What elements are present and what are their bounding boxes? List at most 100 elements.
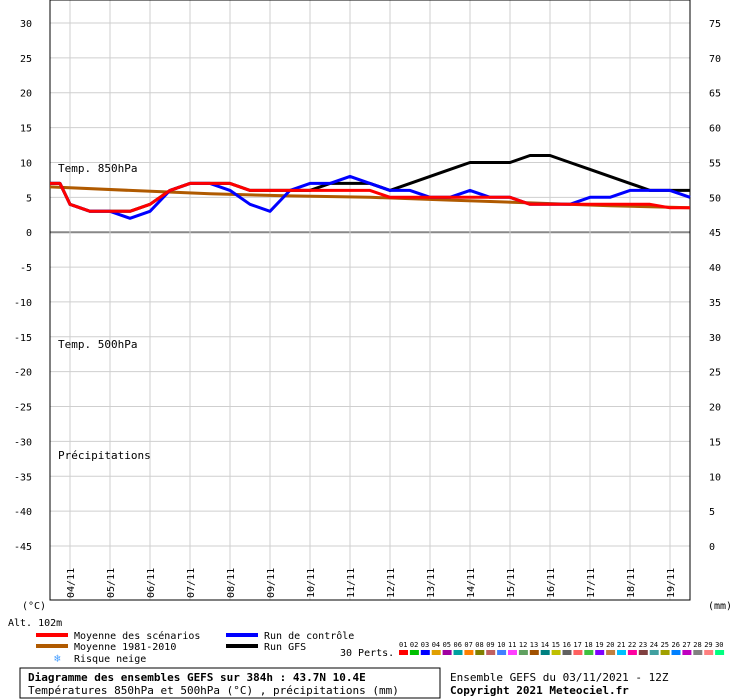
x-tick-label: 14/11: [466, 568, 477, 598]
x-tick-label: 06/11: [146, 568, 157, 598]
member-label: 16: [563, 641, 571, 649]
member-label: 13: [530, 641, 538, 649]
x-tick-label: 04/11: [66, 568, 77, 598]
left-unit: (°C): [22, 601, 46, 612]
member-label: 25: [661, 641, 669, 649]
member-label: 08: [475, 641, 483, 649]
member-swatch: [518, 650, 528, 655]
x-axis: 04/11 05/11 06/11 07/11 08/11 09/11 10/11 11/11…: [66, 568, 677, 598]
series-run-de-contr-le: [50, 174, 691, 220]
member-swatch: [442, 650, 452, 655]
member-label: 26: [672, 641, 680, 649]
right-tick-label: 65: [709, 89, 721, 100]
member-swatch: [486, 650, 496, 655]
member-swatch: [573, 650, 583, 655]
member-label: 23: [639, 641, 647, 649]
member-label: 14: [541, 641, 549, 649]
right-tick-label: 50: [709, 193, 721, 204]
series-layer: [49, 154, 691, 220]
member-swatch: [660, 650, 670, 655]
legend-control: Run de contrôle: [264, 630, 354, 642]
member-label: 04: [432, 641, 440, 649]
member-swatch: [704, 650, 714, 655]
right-tick-label: 40: [709, 263, 721, 274]
right-tick-label: 55: [709, 158, 721, 169]
member-swatch: [584, 650, 594, 655]
member-swatch: [595, 650, 605, 655]
label-t500: Temp. 500hPa: [58, 338, 137, 351]
x-tick-label: 10/11: [306, 568, 317, 598]
member-swatch: [399, 650, 408, 655]
member-label: 06: [454, 641, 462, 649]
member-label: 24: [650, 641, 658, 649]
right-tick-label: 25: [709, 368, 721, 379]
member-label: 05: [443, 641, 451, 649]
member-label: 12: [519, 641, 527, 649]
legend-mean: Moyenne des scénarios: [74, 630, 200, 642]
member-label: 29: [704, 641, 712, 649]
right-tick-label: 45: [709, 228, 721, 239]
member-swatch: [606, 650, 616, 655]
copyright: Copyright 2021 Meteociel.fr: [450, 684, 629, 697]
member-label: 10: [497, 641, 505, 649]
left-tick-label: -20: [14, 368, 32, 379]
member-label: 02: [410, 641, 418, 649]
right-tick-label: 35: [709, 298, 721, 309]
x-tick-label: 08/11: [226, 568, 237, 598]
member-label: 07: [464, 641, 472, 649]
member-swatch: [529, 650, 539, 655]
member-label: 11: [508, 641, 516, 649]
grid: [50, 0, 690, 600]
x-tick-label: 13/11: [426, 568, 437, 598]
altitude: Alt. 102m: [8, 618, 62, 629]
x-tick-label: 09/11: [266, 568, 277, 598]
left-tick-label: 5: [26, 193, 32, 204]
member-swatch: [671, 650, 681, 655]
left-tick-label: -25: [14, 403, 32, 414]
member-label: 09: [486, 641, 494, 649]
member-swatch: [551, 650, 561, 655]
right-tick-label: 5: [709, 507, 715, 518]
legend-perts: 30 Perts.: [340, 648, 394, 659]
right-tick-label: 30: [709, 333, 721, 344]
member-swatch: [627, 650, 637, 655]
member-label: 03: [421, 641, 429, 649]
member-swatch: [431, 650, 441, 655]
chart-subtitle: Températures 850hPa et 500hPa (°C) , pré…: [28, 684, 399, 697]
member-swatch: [508, 650, 517, 655]
left-tick-label: 15: [20, 124, 32, 135]
right-unit: (mm): [708, 601, 732, 612]
x-tick-label: 12/11: [386, 568, 397, 598]
member-swatch: [464, 650, 474, 655]
member-swatch: [562, 650, 572, 655]
member-swatch: [715, 650, 725, 655]
member-swatch: [540, 650, 550, 655]
left-tick-label: -15: [14, 333, 32, 344]
member-swatch: [420, 650, 430, 655]
legend-swatch-control: [226, 633, 258, 637]
member-swatch: [409, 650, 419, 655]
member-swatch: [617, 650, 626, 655]
right-tick-label: 10: [709, 472, 721, 483]
x-tick-label: 07/11: [186, 568, 197, 598]
member-label: 22: [628, 641, 636, 649]
right-tick-label: 75: [709, 19, 721, 30]
member-label: 21: [617, 641, 625, 649]
left-tick-label: -5: [20, 263, 32, 274]
member-swatch: [649, 650, 659, 655]
member-swatch: [453, 650, 463, 655]
x-tick-label: 11/11: [346, 568, 357, 598]
member-label: 17: [573, 641, 581, 649]
member-label: 01: [399, 641, 407, 649]
left-tick-label: -35: [14, 472, 32, 483]
left-tick-label: -40: [14, 507, 32, 518]
left-tick-label: 10: [20, 158, 32, 169]
legend: Moyenne des scénarios Moyenne 1981-2010 …: [36, 630, 725, 665]
member-label: 18: [584, 641, 592, 649]
x-tick-label: 18/11: [626, 568, 637, 598]
member-swatch: [693, 650, 703, 655]
right-tick-label: 60: [709, 124, 721, 135]
member-label: 28: [693, 641, 701, 649]
